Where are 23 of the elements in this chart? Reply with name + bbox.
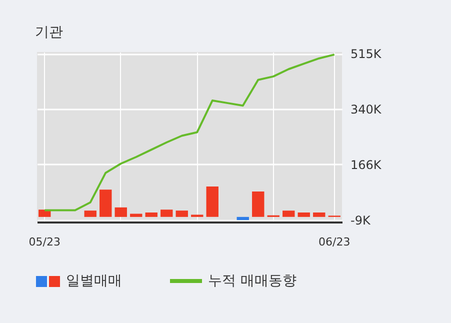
y-tick-label: 340K (350, 102, 382, 117)
line-series (44, 54, 336, 212)
y-tick-label: -9K (350, 213, 372, 228)
bar (236, 216, 249, 220)
bar (84, 210, 96, 217)
bar (206, 186, 218, 217)
y-tick-label: 515K (350, 47, 382, 62)
bar (130, 214, 142, 217)
bar (145, 212, 158, 217)
bar (160, 210, 173, 217)
legend-label: 누적 매매동향 (208, 272, 296, 290)
legend-label: 일별매매 (66, 272, 122, 290)
x-tick-label: 06/23 (318, 236, 350, 248)
bar (176, 210, 188, 217)
bar (282, 210, 295, 217)
bar (298, 212, 310, 217)
bar (114, 207, 127, 217)
bar (100, 190, 112, 217)
chart-title: 기관 (35, 24, 63, 41)
bar (252, 192, 264, 217)
y-tick-label: 166K (350, 158, 382, 172)
x-tick-label: 05/23 (28, 236, 60, 248)
bar (313, 212, 326, 217)
